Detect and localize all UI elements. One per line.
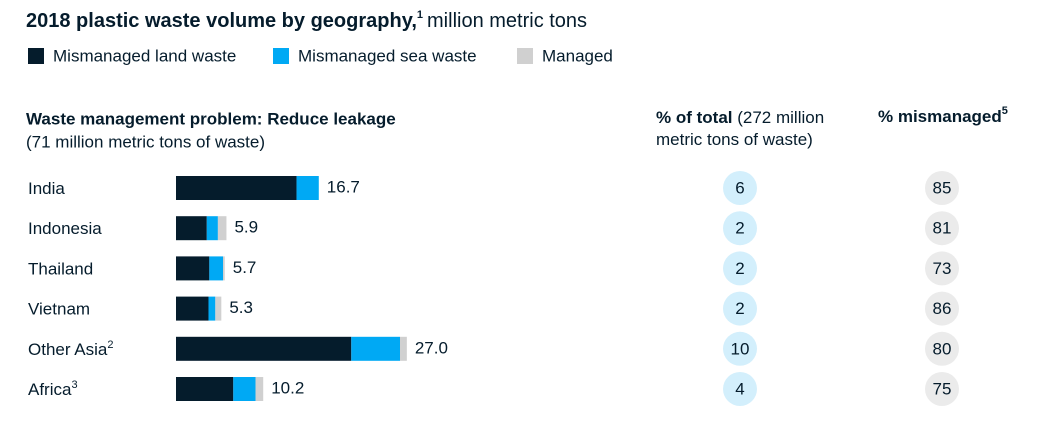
pct-total-bubble [723,372,757,406]
pct-total-value: 10 [731,339,750,358]
pct-total-value: 2 [735,259,744,278]
title-unit: million metric tons [427,10,587,32]
pct-mismanaged-bubble [925,372,959,406]
category-label: Other Asia2 [28,339,114,360]
bar-segment [176,336,352,361]
pct-mismanaged-header: % mismanaged5 [878,105,1008,127]
category-label: Thailand [28,260,93,279]
category-name: Thailand [28,260,93,279]
pct-mismanaged-value: 75 [933,379,952,398]
category-name: Indonesia [28,220,102,239]
pct-total-note: (272 million metric tons of waste) [656,108,825,149]
bar-segment [208,296,216,321]
bar-segment [255,377,264,401]
pct-mismanaged-bubble [925,331,959,366]
pct-mismanaged-bubble [925,251,959,286]
title-note: 1 [417,9,423,21]
pct-total-value: 2 [735,299,744,318]
bar-segment [176,296,209,321]
total-label: 5.7 [233,258,257,277]
bar-segment [176,216,207,241]
pct-total-bubble [723,291,757,326]
subtitle: Waste management problem: Reduce leakage [26,109,396,128]
pct-mismanaged-value: 85 [933,178,952,197]
pct-total-header: % of total (272 million metric tons of w… [656,108,825,149]
pct-total-bubble [723,251,757,286]
pct-mismanaged-bubble [925,171,959,205]
pct-mismanaged-bubble [925,291,959,326]
pct-mismanaged-value: 73 [933,259,952,278]
pct-total-title: % of total [656,108,733,127]
pct-total-bubble [723,171,757,205]
bar-segment [176,377,234,401]
legend-swatch [28,48,44,64]
category-name: Vietnam [28,300,90,319]
title-main: 2018 plastic waste volume by geography, [26,10,417,32]
total-label: 5.3 [229,298,253,317]
category-name: Africa [28,380,72,399]
category-label: India [28,179,65,198]
bar-segment [176,256,210,281]
category-note: 2 [107,339,113,351]
bar-segment [176,176,297,200]
category-label: Vietnam [28,300,90,319]
category-name: Other Asia [28,340,108,359]
bar-segment [296,176,319,200]
legend-swatch [273,48,289,64]
pct-mismanaged-bubble [925,211,959,246]
total-label: 10.2 [271,378,304,397]
pct-mismanaged-title: % mismanaged [878,107,1002,126]
bar-segment [400,336,407,361]
legend-swatch [517,48,533,64]
total-label: 5.9 [234,218,258,237]
bar-segment [351,336,401,361]
pct-total-value: 4 [735,379,744,398]
bar-segment [217,216,227,241]
pct-mismanaged-value: 81 [933,219,952,238]
bar-segment [223,256,225,281]
legend-label: Mismanaged sea waste [298,46,477,65]
pct-mismanaged-value: 80 [933,339,952,358]
pct-total-value: 2 [735,219,744,238]
bar-segment [233,377,256,401]
pct-mismanaged-note: 5 [1002,105,1008,117]
legend-label: Mismanaged land waste [53,46,236,65]
total-label: 16.7 [327,177,360,196]
bar-segment [215,296,222,321]
subtitle-note: (71 million metric tons of waste) [26,132,265,151]
pct-total-bubble [723,211,757,246]
category-label: Indonesia [28,220,102,239]
bar-segment [209,256,224,281]
total-label: 27.0 [415,338,448,357]
legend-label: Managed [542,46,613,65]
pct-total-bubble [723,331,757,366]
pct-total-value: 6 [735,178,744,197]
category-name: India [28,179,65,198]
pct-mismanaged-value: 86 [933,299,952,318]
category-note: 3 [71,379,77,391]
title: 2018 plastic waste volume by geography,1… [26,9,587,32]
category-label: Africa3 [28,379,78,400]
bar-segment [206,216,218,241]
